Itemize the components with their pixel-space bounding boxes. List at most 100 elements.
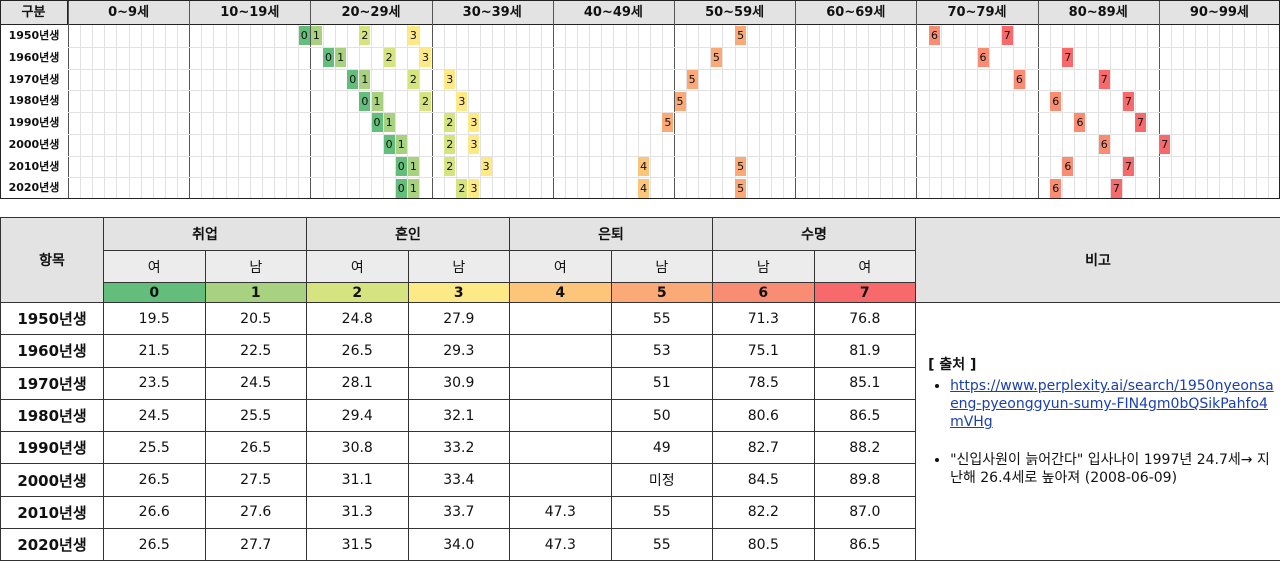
sub-header: 여 — [103, 250, 206, 283]
event-mark-3: 3 — [468, 135, 480, 155]
value-cell: 76.8 — [813, 301, 917, 336]
event-mark-5: 5 — [710, 48, 722, 68]
event-mark-0: 0 — [359, 91, 371, 111]
value-cell: 47.3 — [509, 495, 612, 530]
row-label: 1970년생 — [0, 366, 104, 400]
decade-divider — [1158, 0, 1160, 199]
age-band-header: 20~29세 — [341, 5, 401, 20]
value-cell: 87.0 — [813, 495, 917, 530]
value-cell: 51 — [610, 366, 714, 400]
row-gridline — [68, 90, 1280, 92]
age-band-header: 80~89세 — [1068, 5, 1128, 20]
event-mark-0: 0 — [298, 26, 310, 46]
decade-divider — [552, 0, 554, 199]
code-chip: 0 — [103, 282, 206, 303]
event-mark-2: 2 — [383, 48, 395, 68]
value-cell: 27.6 — [204, 495, 308, 530]
event-mark-2: 2 — [359, 26, 371, 46]
group-header-retirement: 은퇴 — [509, 217, 714, 251]
value-cell: 27.9 — [407, 301, 511, 336]
value-cell: 31.5 — [306, 528, 409, 562]
event-mark-3: 3 — [468, 113, 480, 133]
event-mark-7: 7 — [1110, 178, 1122, 198]
event-mark-6: 6 — [1074, 113, 1086, 133]
row-gridline — [68, 68, 1280, 70]
event-mark-0: 0 — [395, 178, 407, 198]
value-cell: 55 — [610, 528, 714, 562]
row-label: 1980년생 — [0, 398, 104, 433]
event-mark-7: 7 — [1098, 69, 1110, 89]
source-link[interactable]: https://www.perplexity.ai/search/1950nye… — [950, 378, 1274, 431]
event-mark-5: 5 — [674, 91, 686, 111]
row-label: 1990년생 — [0, 431, 104, 465]
event-mark-1: 1 — [335, 48, 347, 68]
sub-header: 남 — [204, 250, 308, 283]
value-cell: 82.2 — [712, 495, 815, 530]
value-cell: 19.5 — [103, 301, 206, 336]
age-band-header: 60~69세 — [826, 5, 886, 20]
event-mark-5: 5 — [686, 69, 698, 89]
event-mark-0: 0 — [371, 113, 383, 133]
cohort-label: 2020년생 — [8, 181, 60, 195]
cohort-label: 1970년생 — [8, 72, 60, 86]
code-chip: 3 — [407, 282, 511, 303]
value-cell: 24.5 — [204, 366, 308, 400]
group-header-marriage: 혼인 — [306, 217, 511, 251]
cohort-label: 1980년생 — [8, 94, 60, 108]
value-cell: 84.5 — [712, 463, 815, 497]
event-mark-2: 2 — [419, 91, 431, 111]
value-cell: 24.8 — [306, 301, 409, 336]
cohort-label: 2010년생 — [8, 159, 60, 173]
value-cell: 27.5 — [204, 463, 308, 497]
event-mark-2: 2 — [444, 135, 456, 155]
value-cell: 27.7 — [204, 528, 308, 562]
event-mark-3: 3 — [468, 178, 480, 198]
value-cell: 26.5 — [306, 334, 409, 368]
value-cell: 85.1 — [813, 366, 917, 400]
event-mark-1: 1 — [371, 91, 383, 111]
event-mark-6: 6 — [977, 48, 989, 68]
value-cell: 29.3 — [407, 334, 511, 368]
value-cell: 81.9 — [813, 334, 917, 368]
table-row: 2010년생 26.6 27.6 31.3 33.7 47.3 55 82.2 … — [0, 495, 1280, 530]
life-events-table: 항목 취업 혼인 은퇴 수명 비고 여 남 여 남 여 남 남 여 0 1 2 … — [0, 217, 1280, 562]
row-gridline — [68, 155, 1280, 157]
cohort-label: 1950년생 — [8, 29, 60, 42]
event-mark-5: 5 — [735, 26, 747, 46]
event-mark-1: 1 — [383, 113, 395, 133]
decade-divider — [189, 0, 191, 199]
event-mark-7: 7 — [1122, 156, 1134, 176]
value-cell: 47.3 — [509, 528, 612, 562]
event-mark-6: 6 — [1050, 178, 1062, 198]
value-cell: 31.1 — [306, 463, 409, 497]
value-cell: 30.9 — [407, 366, 511, 400]
code-chip: 7 — [813, 282, 917, 303]
value-cell: 49 — [610, 431, 714, 465]
value-cell: 21.5 — [103, 334, 206, 368]
value-cell: 53 — [610, 334, 714, 368]
value-cell — [509, 334, 612, 368]
cohort-label: 2000년생 — [8, 137, 60, 151]
row-gridline — [68, 46, 1280, 48]
note-header: 비고 — [915, 217, 1280, 303]
value-cell: 86.5 — [813, 398, 917, 433]
decade-divider — [795, 0, 797, 199]
value-cell: 71.3 — [712, 301, 815, 336]
age-band-header: 70~79세 — [947, 5, 1007, 20]
event-mark-5: 5 — [662, 113, 674, 133]
decade-divider — [310, 0, 312, 199]
decade-divider — [1037, 0, 1039, 199]
value-cell — [509, 398, 612, 433]
sub-header: 여 — [509, 250, 612, 283]
value-cell: 25.5 — [103, 431, 206, 465]
value-cell: 31.3 — [306, 495, 409, 530]
value-cell: 86.5 — [813, 528, 917, 562]
timeline-border — [0, 0, 1280, 199]
value-cell: 미정 — [610, 463, 714, 497]
code-chip: 4 — [509, 282, 612, 303]
note-list: https://www.perplexity.ai/search/1950nye… — [928, 377, 1280, 487]
age-timeline-grid: 구분 0~9세 10~19세 20~29세 30~39세 40~49세 50~59세 60~… — [0, 0, 1280, 199]
group-header-employment: 취업 — [102, 217, 308, 251]
age-band-header: 90~99세 — [1189, 5, 1249, 20]
sub-header: 남 — [407, 250, 511, 283]
